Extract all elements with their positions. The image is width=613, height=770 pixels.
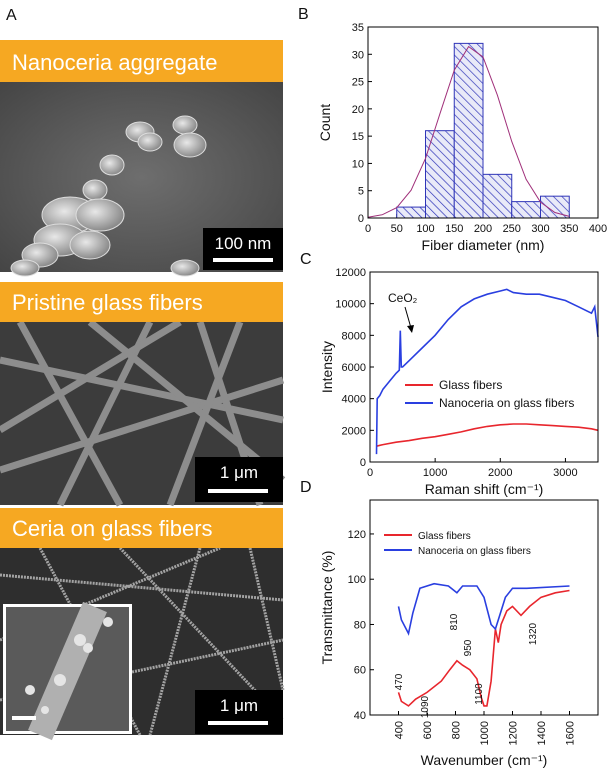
y-tick-label: 20 [352,104,364,116]
x-axis-label: Fiber diameter (nm) [422,237,545,253]
y-tick-label: 6000 [342,362,366,374]
x-tick-label: 0 [365,223,371,235]
scale-bar [208,489,268,493]
legend-label: Glass fibers [439,378,502,392]
y-tick-label: 4000 [342,394,366,406]
x-tick-label: 150 [445,223,463,235]
bar [482,173,513,219]
annotation: 1100 [474,683,485,705]
scale-label: 1 μm [220,463,258,482]
scale-label: 1 μm [220,696,258,715]
scale-label: 100 nm [215,234,272,253]
scale-box [195,690,283,734]
x-axis-label: Wavenumber (cm⁻¹) [421,752,548,768]
x-tick-label: 400 [589,223,607,235]
x-tick-label: 50 [391,223,403,235]
banner: Ceria on glass fibers [12,516,213,541]
aggregate [10,115,207,277]
x-tick-label: 600 [422,721,434,739]
x-tick-label: 800 [451,721,463,739]
line [376,423,599,447]
banner-bg [0,40,283,82]
x-tick-label: 3000 [553,467,577,479]
x-tick-label: 300 [531,223,549,235]
x-tick-label: 2000 [488,467,512,479]
x-tick-label: 350 [560,223,578,235]
y-tick-label: 40 [354,710,366,722]
legend-label: Nanoceria on glass fibers [418,546,531,557]
bar [511,201,541,219]
legend-label: Nanoceria on glass fibers [439,396,574,410]
banner-bg [0,508,283,548]
banner: Pristine glass fibers [12,290,203,315]
annotation: 810 [449,613,460,630]
x-axis-label: Raman shift (cm⁻¹) [425,481,544,497]
annotation-arrow [404,306,412,329]
scale-bar [12,716,36,720]
scale-box [203,228,283,270]
plot-frame [369,271,599,463]
y-tick-label: 35 [352,22,364,34]
scale-bar [213,258,273,262]
y-tick-label: 12000 [335,267,366,279]
line [397,582,570,636]
x-tick-label: 200 [474,223,492,235]
arrow-head [407,325,414,333]
banner: Nanoceria aggregate [12,50,217,75]
x-tick-label: 100 [416,223,434,235]
bar [453,42,484,219]
y-tick-label: 80 [354,619,366,631]
y-tick-label: 120 [348,529,366,541]
x-tick-label: 400 [394,721,406,739]
y-tick-label: 10000 [335,299,366,311]
bar [396,206,426,219]
panel-label: D [300,479,312,496]
annotation: CeO₂ [388,291,418,305]
x-tick-label: 1600 [565,721,577,745]
plot-frame [369,499,599,716]
y-tick-label: 5 [358,186,364,198]
y-tick-label: 0 [360,457,366,469]
y-tick-label: 2000 [342,425,366,437]
annotation: 470 [394,673,405,690]
panel-label: A [6,7,17,24]
x-tick-label: 1400 [536,721,548,745]
fibers [0,318,286,507]
y-tick-label: 100 [348,574,366,586]
y-tick-label: 25 [352,77,364,89]
annotation: 950 [463,639,474,656]
annotation: 1320 [528,622,539,645]
x-tick-label: 250 [503,223,521,235]
line [397,589,570,707]
panel-label: C [300,251,312,268]
inset-fiber [28,601,107,741]
x-tick-label: 1000 [423,467,447,479]
panel-label: B [298,6,309,23]
y-tick-label: 8000 [342,330,366,342]
inset-particles [25,617,113,714]
y-tick-label: 0 [358,213,364,225]
line [375,288,599,455]
annotation: 1090 [420,695,431,718]
banner-bg [0,282,283,322]
x-tick-label: 1200 [508,721,520,745]
fit-curve [367,45,570,218]
y-tick-label: 60 [354,665,366,677]
y-tick-label: 10 [352,158,364,170]
y-axis-label: Count [317,104,333,141]
x-tick-label: 0 [367,467,373,479]
plot-frame [367,26,599,219]
y-tick-label: 30 [352,49,364,61]
y-axis-label: Transmittance (%) [319,551,335,665]
legend-label: Glass fibers [418,531,471,542]
y-axis-label: Intensity [319,341,335,393]
scale-box [195,457,283,502]
x-tick-label: 1000 [479,721,491,745]
y-tick-label: 15 [352,131,364,143]
scale-bar [208,721,268,725]
